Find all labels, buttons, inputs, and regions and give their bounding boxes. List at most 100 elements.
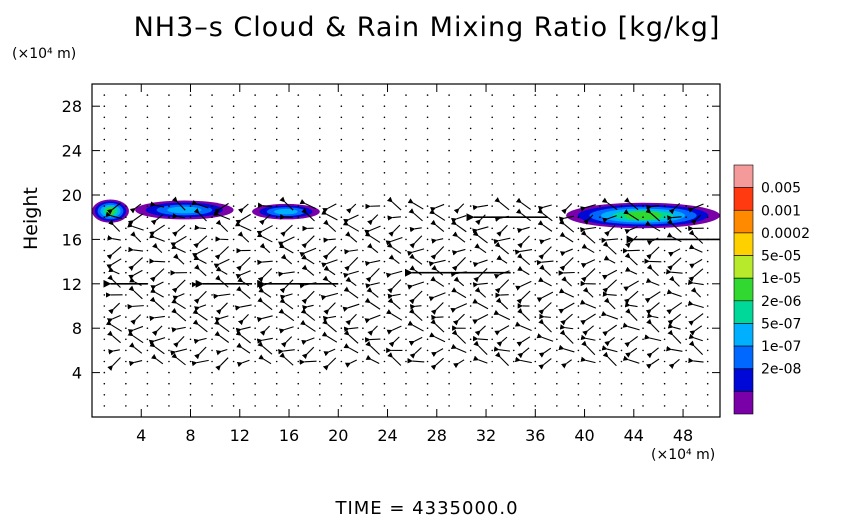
wind-vector <box>426 105 429 107</box>
wind-vector <box>556 138 558 141</box>
wind-vector <box>321 259 338 268</box>
wind-vector <box>559 231 574 243</box>
wind-vector <box>534 294 537 296</box>
wind-vector <box>663 183 666 185</box>
wind-vector <box>426 160 429 163</box>
wind-vector <box>189 271 192 274</box>
wind-vector <box>685 105 687 107</box>
wind-vector <box>211 105 213 107</box>
wind-vector <box>383 127 386 130</box>
wind-vector <box>323 302 336 315</box>
wind-vector <box>189 116 192 119</box>
wind-vector <box>448 227 450 230</box>
wind-vector <box>275 260 278 263</box>
wind-vector <box>667 323 681 330</box>
wind-vector <box>405 183 407 185</box>
wind-vector <box>211 371 213 374</box>
wind-vector <box>189 394 192 396</box>
wind-vector <box>620 294 623 296</box>
wind-vector <box>232 172 235 174</box>
wind-vector <box>297 205 300 207</box>
wind-vector <box>214 330 230 343</box>
wind-vector <box>668 248 681 257</box>
wind-vector <box>517 235 530 249</box>
wind-vector <box>125 138 127 141</box>
wind-vector <box>577 338 580 341</box>
wind-vector <box>340 183 343 185</box>
wind-vector <box>383 271 386 274</box>
wind-vector <box>469 394 472 396</box>
wind-vector <box>663 405 666 407</box>
wind-vector <box>687 300 704 309</box>
wind-vector <box>254 183 256 185</box>
wind-vector <box>491 394 493 396</box>
wind-vector <box>599 360 601 363</box>
wind-vector <box>620 183 623 185</box>
wind-vector <box>383 172 386 174</box>
wind-vector <box>237 231 250 243</box>
wind-vector <box>383 338 386 341</box>
wind-vector <box>340 360 343 363</box>
wind-vector <box>426 294 429 296</box>
wind-vector <box>173 335 185 348</box>
wind-vector <box>602 279 618 294</box>
wind-vector <box>257 259 273 266</box>
wind-vector <box>534 227 537 230</box>
wind-vector <box>472 230 488 244</box>
wind-vector <box>620 216 623 218</box>
wind-vector <box>256 225 273 236</box>
wind-vector <box>168 271 170 274</box>
wind-vector <box>340 294 343 296</box>
wind-vector <box>620 327 623 330</box>
wind-vector <box>642 249 644 252</box>
wind-vector <box>495 297 509 310</box>
wind-vector <box>319 360 321 363</box>
colorbar-label: 5e-07 <box>761 316 801 332</box>
wind-vector <box>275 271 278 274</box>
wind-vector <box>125 183 127 185</box>
wind-vector <box>232 116 235 119</box>
wind-vector <box>577 371 580 374</box>
wind-vector <box>344 256 359 272</box>
wind-vector <box>646 204 660 211</box>
wind-vector <box>125 105 127 107</box>
wind-vector <box>577 394 580 396</box>
wind-vector <box>469 194 472 196</box>
wind-vector <box>577 127 580 130</box>
wind-vector <box>236 285 251 299</box>
wind-vector <box>107 330 121 344</box>
colorbar-label: 1e-05 <box>761 271 801 287</box>
wind-vector <box>706 382 709 385</box>
wind-vector <box>448 94 450 96</box>
wind-vector <box>149 224 165 237</box>
wind-vector <box>642 305 644 307</box>
wind-vector <box>706 305 709 307</box>
wind-vector <box>706 371 709 374</box>
wind-vector <box>321 331 338 343</box>
wind-vector <box>534 371 537 374</box>
wind-vector <box>624 335 638 348</box>
x-tick-label: 36 <box>525 426 545 445</box>
wind-vector <box>168 283 170 285</box>
wind-vector <box>150 354 164 365</box>
wind-vector <box>254 127 256 130</box>
wind-vector <box>275 382 278 385</box>
wind-vector <box>426 283 429 285</box>
wind-vector <box>706 349 709 352</box>
wind-vector <box>642 371 644 374</box>
wind-vector <box>491 116 493 119</box>
wind-vector <box>275 238 278 241</box>
wind-vector <box>297 360 300 363</box>
wind-vector <box>668 358 680 370</box>
wind-vector <box>688 340 704 356</box>
wind-vector <box>685 249 687 252</box>
wind-vector <box>539 264 552 276</box>
wind-vector <box>599 194 601 196</box>
wind-vector <box>125 305 127 307</box>
wind-vector <box>469 216 472 218</box>
wind-vector <box>556 271 558 274</box>
wind-vector <box>469 305 472 307</box>
wind-vector <box>668 275 680 287</box>
wind-vector <box>474 325 486 336</box>
wind-vector <box>624 197 639 211</box>
